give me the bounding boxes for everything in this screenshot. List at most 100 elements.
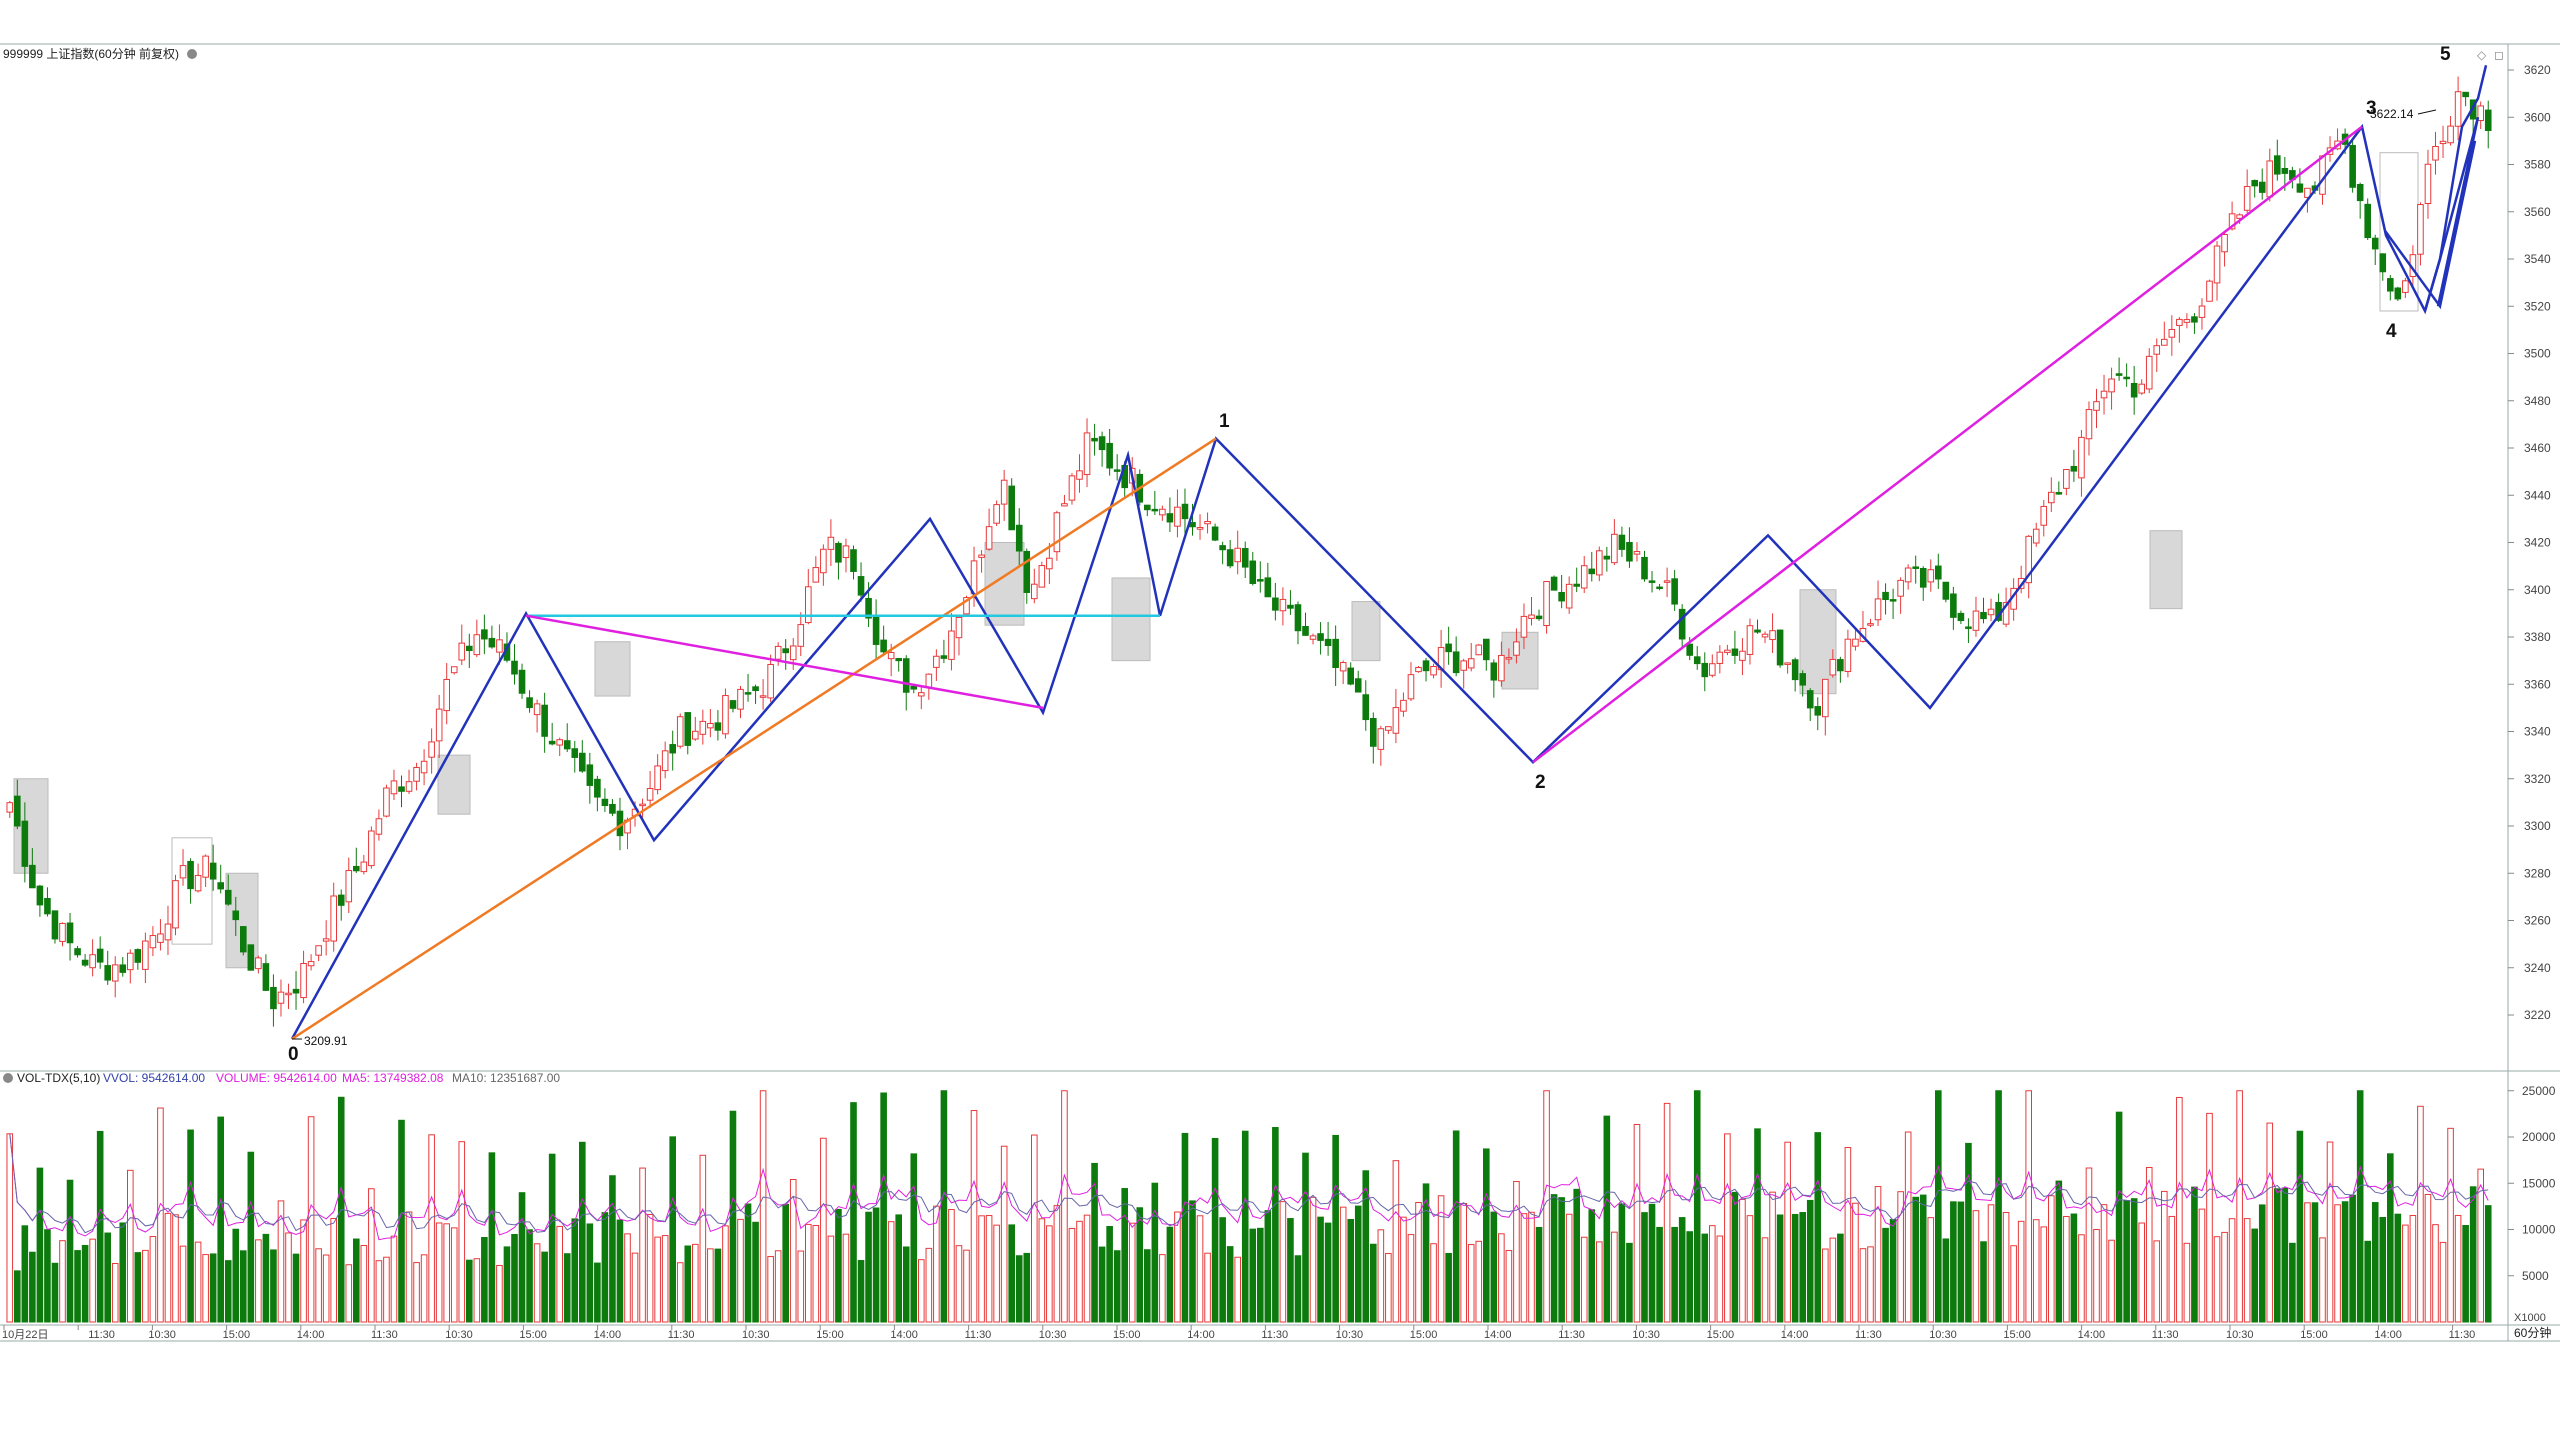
- volume-bar: [2010, 1245, 2017, 1323]
- volume-bar: [609, 1175, 616, 1323]
- volume-bar: [1874, 1186, 1882, 1323]
- candle-body: [413, 766, 420, 782]
- y-tick-label: 3580: [2524, 158, 2551, 172]
- volume-bar: [2040, 1226, 2048, 1323]
- candle-body: [2387, 278, 2394, 292]
- vol-tick-label: 20000: [2522, 1130, 2556, 1144]
- y-tick-label: 3560: [2524, 205, 2551, 219]
- volume-bar: [270, 1249, 277, 1323]
- vol-tick-label: 10000: [2522, 1223, 2556, 1237]
- volume-bar: [1362, 1170, 1370, 1323]
- x-tick-label: 11:30: [1855, 1329, 1882, 1341]
- x-tick-label: 10:30: [148, 1329, 176, 1341]
- volume-bar: [1317, 1216, 1324, 1323]
- volume-bar: [1746, 1215, 1754, 1323]
- candle-body: [66, 922, 74, 944]
- candle-body: [2002, 602, 2010, 625]
- volume-bar: [767, 1256, 774, 1323]
- candle-body: [1535, 615, 1543, 620]
- candle-body: [1769, 630, 1776, 641]
- volume-label: VOLUME: 9542614.00: [216, 1071, 337, 1085]
- volume-bar: [1799, 1212, 1807, 1323]
- volume-bar: [435, 1222, 443, 1323]
- volume-bar: [1370, 1243, 1377, 1323]
- volume-bar: [2341, 1201, 2349, 1323]
- candle-body: [2213, 245, 2221, 284]
- candle-body: [902, 658, 910, 693]
- candle-body: [1663, 580, 1671, 583]
- candle-body: [89, 954, 96, 969]
- candle-body: [1844, 638, 1852, 672]
- wave-label-4: 4: [2386, 321, 2397, 342]
- candle-body: [714, 722, 722, 731]
- candle-body: [1415, 667, 1422, 673]
- volume-bar: [1226, 1246, 1234, 1323]
- candle-body: [1558, 592, 1565, 602]
- volume-bar: [2281, 1187, 2289, 1323]
- candle-body: [1693, 656, 1701, 665]
- volume-bar: [2334, 1204, 2341, 1323]
- panel-controls: ◇ ◻: [2477, 48, 2504, 62]
- x-tick-label: 10:30: [1632, 1329, 1660, 1341]
- volume-bar: [1980, 1241, 1987, 1323]
- candle-body: [1927, 569, 1935, 583]
- volume-bar: [729, 1110, 737, 1323]
- volume-bar: [789, 1178, 797, 1323]
- candle-body: [345, 870, 353, 903]
- volume-bar: [1950, 1201, 1957, 1323]
- volume-bar: [1392, 1160, 1400, 1323]
- vol-settings-icon[interactable]: [3, 1073, 13, 1083]
- x-tick-label: 10:30: [2226, 1329, 2254, 1341]
- y-tick-label: 3240: [2524, 961, 2551, 975]
- candle-body: [330, 895, 337, 942]
- settings-icon[interactable]: [187, 49, 197, 59]
- candle-body: [1226, 549, 1234, 567]
- volume-bar: [1498, 1233, 1505, 1323]
- candle-body: [29, 864, 36, 889]
- candle-body: [322, 938, 330, 942]
- candle-body: [36, 885, 44, 906]
- x-tick-label: 11:30: [371, 1329, 398, 1341]
- x-tick-label: 11:30: [2152, 1329, 2179, 1341]
- candle-body: [1505, 657, 1513, 660]
- candle-body: [149, 935, 157, 949]
- candle-body: [1046, 557, 1053, 570]
- candle-body: [443, 678, 450, 712]
- volume-bar: [707, 1248, 714, 1323]
- candle-body: [1445, 643, 1452, 653]
- volume-bar: [1181, 1132, 1189, 1323]
- candle-body: [2130, 382, 2138, 398]
- chart-frame: [0, 43, 2560, 1342]
- vol-tick-label: 5000: [2522, 1269, 2549, 1283]
- volume-bar: [2213, 1236, 2221, 1323]
- volume-bar: [1264, 1210, 1272, 1323]
- y-tick-label: 3280: [2524, 866, 2551, 880]
- x-tick-label: 10:30: [1039, 1329, 1067, 1341]
- volume-bar: [842, 1233, 850, 1323]
- volume-bar: [639, 1167, 646, 1323]
- candle-body: [6, 802, 14, 813]
- candle-body: [179, 865, 187, 879]
- candle-body: [1061, 503, 1068, 507]
- price-y-axis: 3220 3240 3260 3280 3300 3320 3340 3360 3380 3400…: [2508, 63, 2551, 1022]
- vvol-label: VVOL: 9542614.00: [103, 1071, 205, 1085]
- period-label[interactable]: 60分钟: [2514, 1325, 2551, 1340]
- candle-body: [2138, 383, 2145, 394]
- candle-body: [2078, 436, 2085, 479]
- volume-bar: [224, 1260, 232, 1323]
- diamond-icon[interactable]: ◇: [2477, 48, 2487, 62]
- volume-bar: [759, 1090, 767, 1323]
- volume-bar: [2236, 1090, 2243, 1323]
- restore-icon[interactable]: ◻: [2494, 48, 2504, 62]
- candle-body: [752, 686, 759, 692]
- volume-bar: [1128, 1222, 1136, 1323]
- candle-body: [1543, 581, 1550, 627]
- candle-body: [880, 639, 887, 653]
- candle-body: [81, 959, 89, 966]
- volume-bar: [2289, 1242, 2296, 1323]
- volume-bar: [353, 1238, 360, 1323]
- candle-body: [315, 945, 322, 956]
- candle-body: [895, 658, 903, 662]
- candle-body: [1889, 599, 1897, 602]
